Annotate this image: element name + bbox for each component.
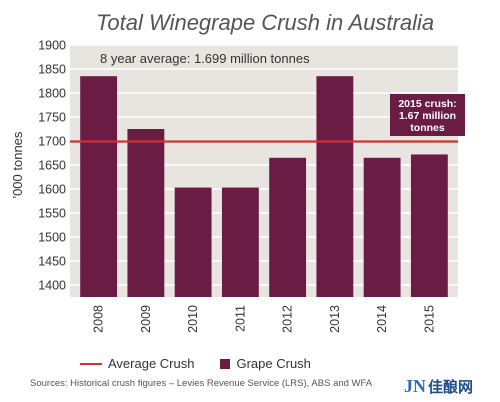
sources-note: Sources: Historical crush figures – Levi…: [30, 378, 373, 389]
bar-2014: [363, 157, 401, 297]
x-tick-label: 2008: [92, 305, 106, 333]
y-tick-label: 1650: [38, 159, 66, 173]
legend: Average Crush Grape Crush: [80, 356, 311, 371]
y-tick-layer: 1400 1450 1500 1550 1600 1650 1700 1750 1800 1850…: [38, 39, 66, 293]
y-tick-label: 1900: [38, 39, 66, 53]
average-note: 8 year average: 1.699 million tonnes: [100, 51, 310, 66]
bar-2009: [127, 129, 165, 297]
legend-average-swatch: [80, 362, 102, 365]
y-tick-label: 1600: [38, 183, 66, 197]
y-tick-label: 1750: [38, 111, 66, 125]
y-tick-label: 1850: [38, 63, 66, 77]
x-tick-label: 2011: [233, 305, 247, 332]
bar-2010: [174, 187, 212, 297]
x-tick-label: 2014: [375, 305, 389, 333]
callout-line-1: 2015 crush:: [398, 98, 456, 110]
watermark-mark: JN: [404, 376, 426, 396]
bar-2008: [80, 76, 118, 297]
y-tick-label: 1700: [38, 135, 66, 149]
y-tick-label: 1500: [38, 231, 66, 245]
bar-2012: [269, 157, 307, 297]
bar-2011: [221, 187, 259, 297]
bar-2015: [410, 154, 448, 297]
bar-layer: [80, 76, 448, 297]
callout-2015: 2015 crush: 1.67 million tonnes: [390, 94, 465, 136]
bar-2013: [316, 76, 354, 297]
y-tick-label: 1400: [38, 279, 66, 293]
callout-line-2: 1.67 million: [399, 110, 456, 122]
y-tick-label: 1800: [38, 87, 66, 101]
x-tick-label: 2012: [281, 305, 295, 333]
y-tick-label: 1550: [38, 207, 66, 221]
x-tick-layer: 2008 2009 2010 2011 2012 2013 2014 2015: [92, 305, 437, 333]
x-tick-label: 2010: [186, 305, 200, 333]
callout-box: [390, 94, 465, 136]
x-tick-label: 2009: [139, 305, 153, 333]
legend-crush-label: Grape Crush: [236, 356, 311, 371]
y-tick-label: 1450: [38, 255, 66, 269]
watermark-logo: JN 佳酿网: [404, 376, 473, 397]
x-tick-label: 2015: [422, 305, 436, 333]
legend-average-label: Average Crush: [108, 356, 195, 371]
legend-crush-swatch: [220, 358, 231, 369]
x-tick-label: 2013: [328, 305, 342, 333]
chart-title: Total Winegrape Crush in Australia: [96, 10, 435, 35]
callout-line-3: tonnes: [410, 122, 445, 134]
y-axis-label: '000 tonnes: [10, 131, 25, 198]
watermark-text: 佳酿网: [428, 379, 474, 396]
